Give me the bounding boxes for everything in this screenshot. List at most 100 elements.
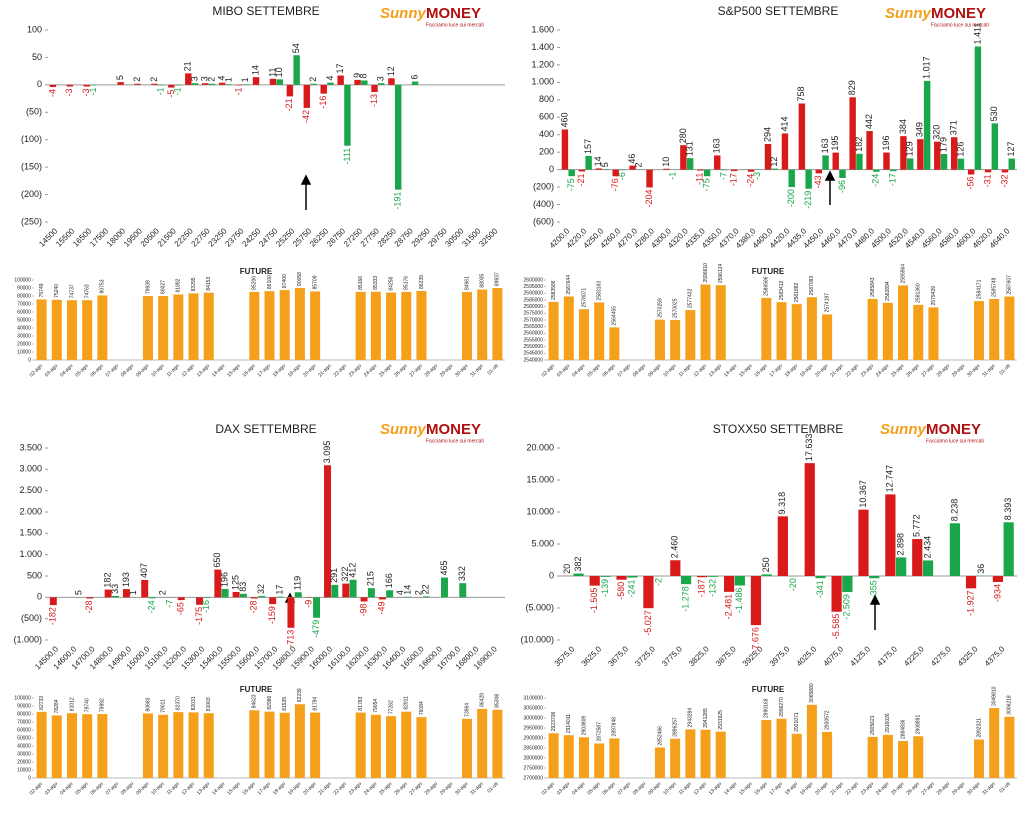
bar bbox=[83, 84, 90, 87]
x-tick-label: 31-ago bbox=[469, 781, 484, 796]
data-label: 2.898 bbox=[896, 533, 906, 556]
bar bbox=[258, 595, 266, 598]
x-tick-label: 07-ago bbox=[617, 363, 632, 378]
x-tick-label: 3625,0 bbox=[580, 644, 604, 668]
x-tick-label: 12-ago bbox=[693, 781, 708, 796]
x-tick-label: 17-ago bbox=[769, 781, 784, 796]
bar bbox=[218, 82, 226, 85]
y-tick-label: 70000 bbox=[17, 719, 31, 725]
bar bbox=[264, 291, 275, 360]
x-tick-label: 17-ago bbox=[257, 781, 272, 796]
data-label: 2 bbox=[157, 590, 167, 595]
data-label: -65 bbox=[176, 602, 186, 615]
bar bbox=[882, 734, 893, 778]
data-label: -76 bbox=[610, 178, 620, 191]
y-tick-label: 15.000 bbox=[526, 474, 554, 484]
logo-brand: Sunny bbox=[380, 421, 426, 438]
bar bbox=[158, 84, 165, 86]
data-label: 2570259 bbox=[657, 298, 663, 318]
y-tick-label: 5.000 bbox=[531, 538, 554, 548]
bar bbox=[269, 597, 277, 605]
data-label: 3.095 bbox=[322, 441, 332, 464]
bar bbox=[563, 296, 574, 360]
bar bbox=[462, 292, 473, 360]
data-label: 2923708 bbox=[551, 712, 557, 732]
data-label: -4 bbox=[47, 89, 57, 97]
data-label: 3049810 bbox=[992, 686, 998, 706]
data-label: -17 bbox=[888, 173, 898, 186]
data-label: 79939 bbox=[145, 280, 151, 294]
x-tick-label: 10-ago bbox=[662, 363, 677, 378]
bar bbox=[974, 739, 985, 778]
bar bbox=[349, 579, 357, 598]
data-label: 280 bbox=[678, 128, 688, 143]
x-tick-label: 11-ago bbox=[678, 781, 693, 796]
y-tick-label: 40000 bbox=[17, 325, 31, 331]
x-tick-label: 21-ago bbox=[317, 781, 332, 796]
y-tick-label: 0 bbox=[549, 570, 554, 580]
logo-tagline: Facciamo luce sui mercati bbox=[426, 22, 484, 28]
x-tick-label: 27-ago bbox=[921, 363, 936, 378]
data-label: 92239 bbox=[297, 688, 303, 702]
bar bbox=[896, 557, 907, 576]
bar bbox=[370, 714, 381, 778]
data-label: 2583412 bbox=[779, 280, 785, 300]
data-label: 2996270 bbox=[779, 697, 785, 717]
data-label: 10 bbox=[274, 67, 284, 77]
data-label: 74737 bbox=[69, 284, 75, 298]
x-tick-label: 18-ago bbox=[272, 781, 287, 796]
data-label: -16 bbox=[318, 96, 328, 109]
x-tick-label: 24-ago bbox=[875, 781, 890, 796]
x-tick-label: 20-ago bbox=[302, 781, 317, 796]
data-label: 193 bbox=[121, 572, 131, 587]
x-tick-label: 15-ago bbox=[226, 363, 241, 378]
data-label: -219 bbox=[803, 191, 813, 209]
data-label: 2574197 bbox=[824, 293, 830, 313]
x-tick-label: 03-ago bbox=[44, 363, 59, 378]
bar bbox=[965, 576, 977, 589]
bar bbox=[239, 593, 247, 598]
bar bbox=[771, 168, 779, 170]
data-label: -2.481 bbox=[723, 594, 733, 620]
bar bbox=[422, 596, 430, 598]
x-tick-label: 3575,0 bbox=[553, 644, 577, 668]
y-tick-label: 2.000 bbox=[19, 506, 42, 516]
data-label: 2852466 bbox=[657, 726, 663, 746]
x-tick-label: 08-ago bbox=[632, 363, 647, 378]
y-tick-label: (5.000) bbox=[525, 602, 554, 612]
data-label: 2 bbox=[308, 77, 318, 82]
bar bbox=[715, 731, 726, 778]
y-tick-label: (250) bbox=[21, 216, 42, 226]
bar bbox=[949, 523, 961, 576]
bar bbox=[822, 731, 833, 778]
bar bbox=[294, 287, 305, 360]
bar bbox=[831, 576, 842, 612]
data-label: -2 bbox=[654, 578, 664, 586]
bar bbox=[66, 84, 74, 87]
bar bbox=[416, 291, 427, 360]
bar bbox=[269, 78, 277, 85]
x-tick-label: 31-ago bbox=[469, 363, 484, 378]
x-tick-label: 09-ago bbox=[135, 781, 150, 796]
bar bbox=[832, 152, 839, 170]
x-tick-label: 09-ago bbox=[647, 781, 662, 796]
data-label: -56 bbox=[966, 177, 976, 190]
y-tick-label: 200 bbox=[539, 147, 554, 157]
logo-name: MONEY bbox=[426, 5, 481, 22]
bar bbox=[51, 299, 62, 360]
data-label: 2930572 bbox=[824, 710, 830, 730]
x-tick-label: 16-ago bbox=[241, 363, 256, 378]
bar bbox=[730, 169, 738, 172]
bar bbox=[203, 292, 214, 360]
data-label: 54 bbox=[291, 43, 301, 53]
data-label: 2905621 bbox=[870, 715, 876, 735]
x-tick-label: 25-ago bbox=[890, 363, 905, 378]
bar bbox=[168, 84, 175, 88]
bar bbox=[548, 301, 559, 360]
bar bbox=[386, 590, 394, 598]
data-label: 10.367 bbox=[858, 480, 868, 508]
data-label: 90058 bbox=[297, 272, 303, 286]
bar bbox=[913, 736, 924, 778]
y-tick-label: 3.500 bbox=[19, 442, 42, 452]
bar bbox=[898, 741, 909, 778]
